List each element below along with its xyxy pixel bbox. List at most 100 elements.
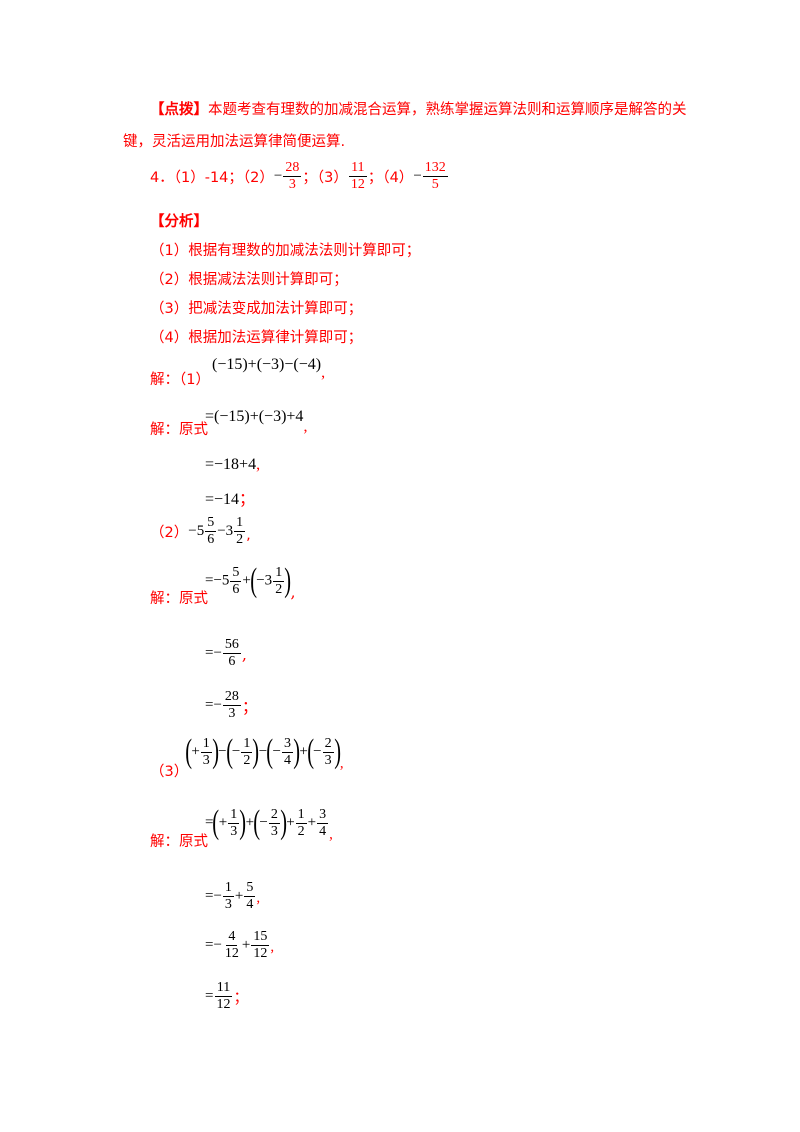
minus-sign: − xyxy=(272,743,281,760)
frac-num: 1 xyxy=(228,806,240,824)
frac-num: 11 xyxy=(349,160,367,177)
minus-sign: − xyxy=(258,743,268,760)
frac-den: 12 xyxy=(224,946,239,961)
frac-num: 15 xyxy=(251,929,270,946)
equals-sign: = xyxy=(205,988,214,1004)
answer-frac-1: 28 3 xyxy=(283,160,302,193)
plus-sign: + xyxy=(307,814,317,831)
sol2-head: （2） xyxy=(150,525,189,541)
answer-frac-2: 11 12 xyxy=(349,160,367,193)
mixed-int: −3 xyxy=(256,572,273,589)
frac-num: 5 xyxy=(205,515,217,532)
frac-num: 1 xyxy=(295,806,307,824)
sol3-step2: =− 1 3 +5 4, xyxy=(205,880,260,913)
frac-num: 5 xyxy=(244,880,256,897)
tip-text-2: 键，灵活运用加法运算律简便运算. xyxy=(123,134,346,150)
sol1-head: 解：（1） xyxy=(150,370,210,390)
sol1-label: 解：原式 xyxy=(150,420,208,440)
analysis-title: 【分析】 xyxy=(150,214,208,230)
analysis-item: （1）根据有理数的加减法法则计算即可； xyxy=(150,241,420,261)
frac: 15 12 xyxy=(251,929,270,962)
answer-neg-sign: − xyxy=(273,168,283,184)
punct: , xyxy=(256,456,261,473)
frac-den: 3 xyxy=(230,823,238,839)
frac-den: 6 xyxy=(232,581,240,597)
sol2-label-text: 解：原式 xyxy=(150,591,208,607)
analysis-item: （4）根据加法运算律计算即可； xyxy=(150,328,362,348)
sol1-step2: =−18+4, xyxy=(205,456,260,474)
sol3-step1: =(+ 1 3)+(− 2 3)+ 1 2 +3 4, xyxy=(205,806,333,843)
punct: ； xyxy=(233,989,249,1006)
frac-num: 28 xyxy=(283,160,302,177)
punct: , xyxy=(256,889,261,906)
frac-num: 5 xyxy=(230,564,242,582)
sol1-step3: =−14； xyxy=(205,485,255,509)
sol1-expr-text: (−15)+(−3)−(−4) xyxy=(212,356,322,373)
punct: , xyxy=(246,527,251,544)
frac: 56 6 xyxy=(222,637,241,670)
answer-line: 4．（1）-14；（2）− 28 3 ；（3） 11 12 ；（4）− 132 5 xyxy=(150,160,449,193)
frac-den: 3 xyxy=(270,823,278,839)
paren: ) xyxy=(293,733,301,770)
frac-den: 4 xyxy=(283,752,291,768)
punct: , xyxy=(241,645,248,664)
frac-num: 4 xyxy=(226,929,238,946)
sol1-head-text: 解：（1） xyxy=(150,372,210,388)
tip-line-2: 键，灵活运用加法运算律简便运算. xyxy=(123,132,345,152)
frac-den: 3 xyxy=(228,706,236,721)
sol3-expr: (+ 1 3)−(− 1 2)−(− 3 4)+(− 2 3), xyxy=(185,733,344,772)
paren: ( xyxy=(225,733,233,770)
paren: ( xyxy=(253,804,261,841)
tip-text-1: 本题考查有理数的加减混合运算，熟练掌握运算法则和运算顺序是解答的关 xyxy=(208,102,687,118)
frac-den: 12 xyxy=(253,946,268,961)
analysis-item: （2）根据减法法则计算即可； xyxy=(150,270,348,290)
sol3-label-text: 解：原式 xyxy=(150,834,208,850)
frac-den: 3 xyxy=(324,752,332,768)
paren: ) xyxy=(252,733,260,770)
punct: ； xyxy=(241,697,258,716)
analysis-item-text: （3）把减法变成加法计算即可； xyxy=(150,301,363,317)
sol1-step1-text: =(−15)+(−3)+4 xyxy=(205,408,304,425)
plus-sign: + xyxy=(241,937,251,953)
analysis-label: 【分析】 xyxy=(150,212,208,232)
eq-neg: =− xyxy=(205,697,222,713)
sol2-step1: =−5 5 6 +(−3 1 2), xyxy=(205,564,296,602)
frac-num: 132 xyxy=(422,160,448,177)
punct: , xyxy=(321,364,326,381)
answer-neg-sign: − xyxy=(413,168,422,184)
sol2-label: 解：原式 xyxy=(150,589,208,609)
answer-number: 4． xyxy=(150,170,174,186)
frac-den: 6 xyxy=(228,654,236,669)
paren: ) xyxy=(239,804,247,841)
frac: 11 12 xyxy=(214,980,233,1013)
punct: , xyxy=(270,938,275,955)
sol3-head-text: （3） xyxy=(150,764,189,780)
frac-den: 4 xyxy=(246,897,254,912)
minus-sign: − xyxy=(231,743,241,760)
paren: ( xyxy=(266,733,274,770)
frac-den: 2 xyxy=(236,532,244,547)
sol3-head: （3） xyxy=(150,762,188,782)
answer-part1: （1）-14；（2） xyxy=(173,170,274,186)
punct: , xyxy=(339,755,344,772)
mixed-int: =−5 xyxy=(205,572,230,589)
analysis-item-text: （4）根据加法运算律计算即可； xyxy=(150,330,363,346)
sol1-step3-text: =−14 xyxy=(205,491,240,508)
sol2-step3: =− 28 3； xyxy=(205,689,258,722)
analysis-item-text: （2）根据减法法则计算即可； xyxy=(150,272,348,288)
answer-frac-3: 132 5 xyxy=(422,160,448,193)
paren: ( xyxy=(250,562,257,599)
sol2-step2: =− 56 6, xyxy=(205,637,247,670)
eq-neg: =− xyxy=(205,937,222,953)
paren: ( xyxy=(185,733,193,770)
frac-den: 3 xyxy=(202,752,210,768)
sol2-expr-line: （2）−5 5 6 −3 1 2, xyxy=(150,515,251,548)
frac-num: 2 xyxy=(322,735,334,753)
answer-sep: ；（3） xyxy=(302,170,348,186)
minus-sign: − xyxy=(259,814,268,831)
